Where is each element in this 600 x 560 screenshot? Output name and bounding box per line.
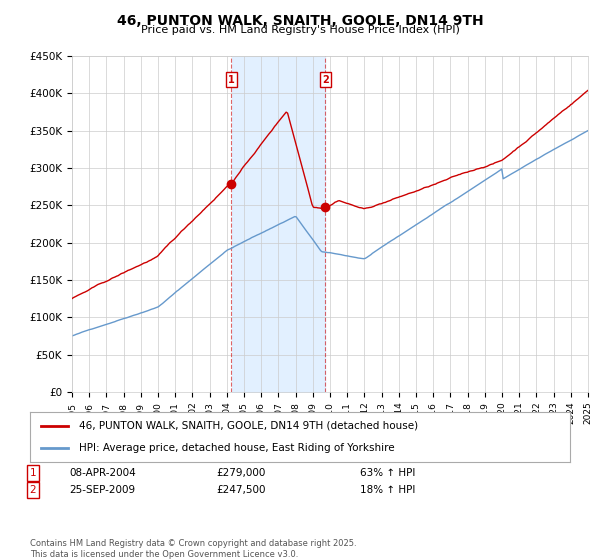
- Text: 46, PUNTON WALK, SNAITH, GOOLE, DN14 9TH (detached house): 46, PUNTON WALK, SNAITH, GOOLE, DN14 9TH…: [79, 421, 418, 431]
- Text: Price paid vs. HM Land Registry's House Price Index (HPI): Price paid vs. HM Land Registry's House …: [140, 25, 460, 35]
- Text: 1: 1: [29, 468, 37, 478]
- Text: HPI: Average price, detached house, East Riding of Yorkshire: HPI: Average price, detached house, East…: [79, 443, 394, 453]
- Text: 1: 1: [228, 74, 235, 85]
- Text: 18% ↑ HPI: 18% ↑ HPI: [360, 485, 415, 495]
- Text: 2: 2: [29, 485, 37, 495]
- Text: 25-SEP-2009: 25-SEP-2009: [69, 485, 135, 495]
- Text: £247,500: £247,500: [216, 485, 265, 495]
- Text: 08-APR-2004: 08-APR-2004: [69, 468, 136, 478]
- Text: 2: 2: [322, 74, 329, 85]
- Text: £279,000: £279,000: [216, 468, 265, 478]
- Text: 46, PUNTON WALK, SNAITH, GOOLE, DN14 9TH: 46, PUNTON WALK, SNAITH, GOOLE, DN14 9TH: [116, 14, 484, 28]
- Text: Contains HM Land Registry data © Crown copyright and database right 2025.
This d: Contains HM Land Registry data © Crown c…: [30, 539, 356, 559]
- Text: 63% ↑ HPI: 63% ↑ HPI: [360, 468, 415, 478]
